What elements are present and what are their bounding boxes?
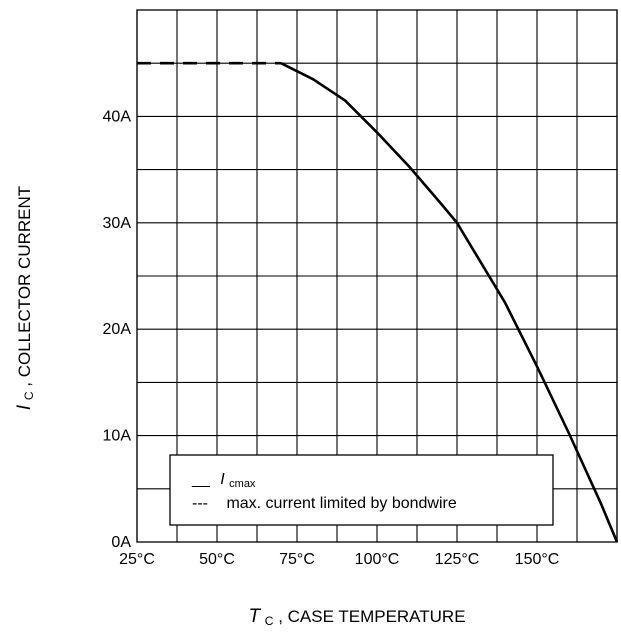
legend-marker-solid: __ [191,471,211,488]
legend: __ I cmax --- max. current limited by bo… [169,454,554,526]
y-axis-subscript: C [22,391,36,400]
x-axis-label: , CASE TEMPERATURE [278,607,465,626]
y-axis-symbol: I [14,404,35,410]
x-axis-subscript: C [265,614,274,628]
y-tick-label: 0A [111,534,131,551]
legend-box [169,454,554,526]
legend-subscript: cmax [229,478,256,490]
legend-marker-dashed: --- [192,495,208,512]
y-tick-labels: 0A 10A 20A 30A 40A [103,108,132,551]
series-line-icmax [280,62,619,543]
y-tick-label: 30A [103,215,132,232]
legend-label: max. current limited by bondwire [226,495,456,512]
x-tick-labels: 25°C 50°C 75°C 100°C 125°C 150°C [119,551,559,568]
x-axis-symbol: T [248,606,261,627]
y-tick-label: 40A [103,108,132,125]
y-tick-label: 20A [103,321,132,338]
x-tick-label: 50°C [199,551,235,568]
y-tick-label: 10A [103,428,132,445]
legend-entry-icmax: __ I cmax [191,471,256,490]
y-axis-title: I C , COLLECTOR CURRENT [14,186,37,410]
x-tick-label: 75°C [279,551,315,568]
x-tick-label: 150°C [515,551,560,568]
x-tick-label: 125°C [435,551,480,568]
plot-frame [136,9,618,543]
legend-entry-bondwire: --- max. current limited by bondwire [192,495,457,512]
x-tick-label: 25°C [119,551,155,568]
y-axis-label: , COLLECTOR CURRENT [15,186,34,387]
legend-symbol: I [220,471,225,488]
x-axis-title: T C , CASE TEMPERATURE [248,606,465,629]
x-tick-label: 100°C [355,551,400,568]
series-lines [137,61,619,543]
